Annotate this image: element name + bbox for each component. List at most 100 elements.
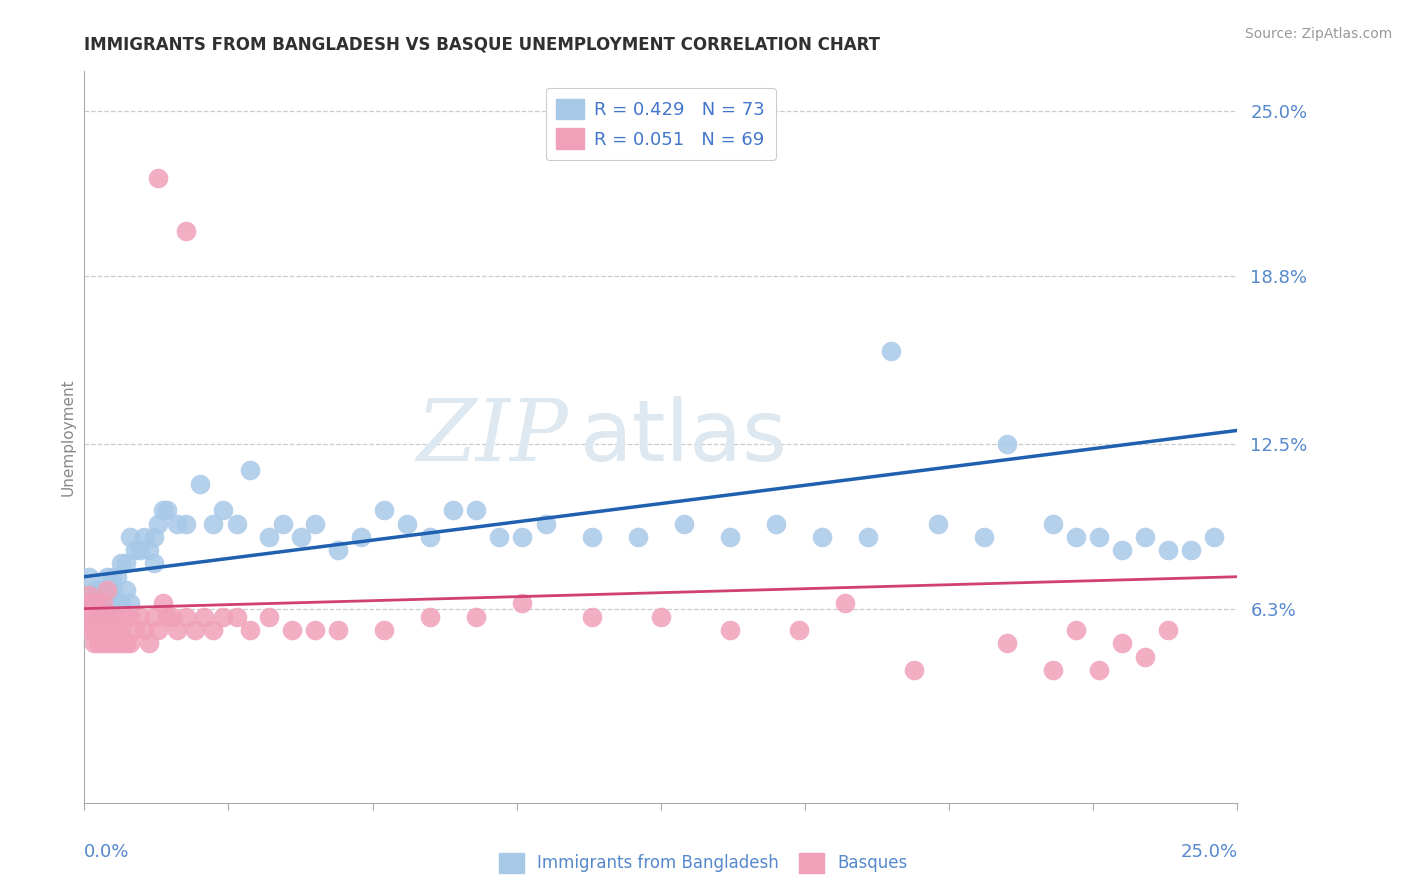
Point [96,582,118,597]
Point [1133,530,1156,544]
Point [105,636,128,650]
Point [465,609,488,624]
Point [1088,663,1111,677]
Point [880,343,903,358]
Point [225,516,247,531]
Point [834,596,856,610]
Point [110,623,132,637]
Point [373,623,395,637]
Point [903,663,925,677]
Point [202,516,225,531]
Point [120,636,142,650]
Point [787,623,810,637]
Point [193,609,215,624]
Point [927,516,949,531]
Point [419,530,441,544]
Point [91,623,114,637]
Point [101,596,124,610]
Point [77,623,100,637]
Point [77,588,100,602]
Point [174,224,197,238]
Point [87,609,110,624]
Point [87,596,110,610]
Point [96,636,118,650]
Text: atlas: atlas [581,395,789,479]
Point [1204,530,1226,544]
Point [160,609,183,624]
Point [202,623,225,637]
Point [1111,543,1133,558]
Point [91,582,114,597]
Point [166,623,188,637]
Point [120,596,142,610]
Point [1180,543,1202,558]
Point [96,596,118,610]
Point [373,503,395,517]
Point [152,503,174,517]
Point [1157,543,1180,558]
Point [105,570,128,584]
Point [142,609,165,624]
Point [87,615,110,629]
Point [326,623,349,637]
Point [142,557,165,571]
Point [1157,623,1180,637]
Point [87,601,110,615]
Point [188,476,211,491]
Point [152,596,174,610]
Point [1042,516,1064,531]
Point [627,530,650,544]
Point [83,623,105,637]
Point [581,609,603,624]
Point [534,516,557,531]
Text: IMMIGRANTS FROM BANGLADESH VS BASQUE UNEMPLOYMENT CORRELATION CHART: IMMIGRANTS FROM BANGLADESH VS BASQUE UNE… [84,36,880,54]
Point [146,623,169,637]
Y-axis label: Unemployment: Unemployment [60,378,76,496]
Point [83,582,105,597]
Point [101,609,124,624]
Point [128,609,150,624]
Point [718,530,741,544]
Point [281,623,304,637]
Point [257,530,280,544]
Point [134,530,156,544]
Point [225,609,247,624]
Point [101,623,124,637]
Point [156,503,179,517]
Point [77,596,100,610]
Point [115,557,138,571]
Point [765,516,787,531]
Point [995,636,1018,650]
Point [1042,663,1064,677]
Point [128,543,150,558]
Point [124,543,146,558]
Point [441,503,464,517]
Point [91,596,114,610]
Point [83,636,105,650]
Point [146,170,169,185]
Point [115,582,138,597]
Point [419,609,441,624]
Text: 25.0%: 25.0% [1180,843,1237,861]
Point [96,570,118,584]
Point [995,436,1018,450]
Point [138,636,160,650]
Point [91,596,114,610]
Point [87,623,110,637]
Point [211,503,233,517]
Legend: Immigrants from Bangladesh, Basques: Immigrants from Bangladesh, Basques [492,847,914,880]
Point [650,609,672,624]
Point [110,636,132,650]
Point [1133,649,1156,664]
Point [87,636,110,650]
Point [110,557,132,571]
Point [110,596,132,610]
Point [239,623,262,637]
Point [512,596,534,610]
Point [83,609,105,624]
Text: Source: ZipAtlas.com: Source: ZipAtlas.com [1244,27,1392,41]
Point [101,570,124,584]
Point [581,530,603,544]
Point [488,530,510,544]
Point [1064,623,1087,637]
